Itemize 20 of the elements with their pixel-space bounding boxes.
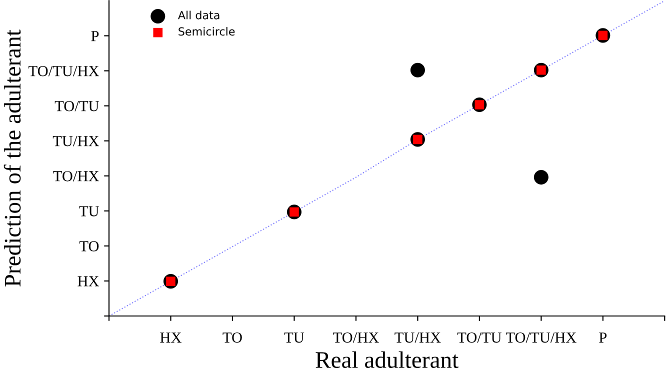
category-label: TU: [79, 206, 99, 216]
x-tick-label: TO/HX: [333, 332, 379, 343]
category-label: TO: [79, 241, 99, 252]
category-label: HX: [78, 276, 99, 286]
x-tick-label: HX: [160, 332, 182, 343]
category-label: TU/HX: [52, 136, 99, 146]
category-label: TO/HX: [53, 171, 99, 182]
x-tick-label: TO: [222, 332, 242, 343]
category-label: P: [91, 31, 99, 42]
legend-label: Semicircle: [178, 27, 235, 36]
x-tick-label: TO/TU/HX: [506, 332, 576, 343]
legend-label: All data: [178, 10, 220, 20]
y-axis-title: Prediction of the adulterant: [4, 30, 21, 287]
x-tick-label: TU/HX: [394, 332, 441, 343]
x-axis-title: Real adulterant: [316, 351, 458, 368]
x-tick-label: TU: [284, 332, 304, 343]
category-label: TO/TU: [54, 101, 99, 112]
x-tick-label: P: [599, 332, 607, 343]
x-tick-label: TO/TU: [457, 332, 502, 343]
category-label: TO/TU/HX: [28, 66, 99, 76]
